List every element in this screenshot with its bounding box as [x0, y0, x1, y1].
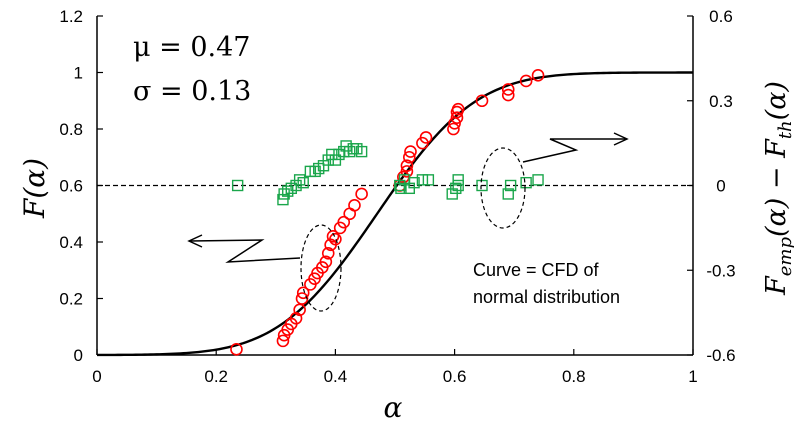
right-arrow-zigzag: [522, 138, 626, 163]
difference-point: [395, 182, 407, 195]
right-arrow-head: [613, 132, 629, 146]
empirical-point: [403, 150, 416, 164]
sigma-label: σ = 0.13: [133, 76, 251, 107]
empirical-point: [321, 247, 335, 260]
empirical-point: [501, 88, 515, 102]
empirical-point: [519, 74, 533, 88]
empirical-point: [230, 343, 243, 356]
x-tick-label: 0.8: [562, 367, 586, 386]
y-right-label-sub2: th: [775, 120, 794, 139]
difference-point: [408, 176, 420, 189]
y-right-tick-label: 0.3: [709, 92, 733, 111]
mu-label: μ = 0.47: [133, 32, 250, 63]
difference-point: [502, 188, 514, 200]
empirical-point: [296, 286, 310, 300]
difference-point: [355, 145, 368, 158]
empirical-point: [348, 198, 361, 212]
y-right-label-base: F: [761, 275, 792, 296]
difference-point: [476, 179, 488, 192]
y-right-tick-label: -0.3: [706, 261, 735, 280]
y-left-tick-label: 0: [74, 346, 83, 365]
y-left-tick-label: 1.2: [59, 7, 83, 26]
difference-point: [422, 174, 435, 186]
empirical-point: [419, 131, 433, 144]
empirical-point: [337, 215, 351, 229]
empirical-point: [447, 122, 460, 136]
annotation-line2: normal distribution: [473, 287, 620, 307]
x-tick-label: 0.6: [443, 367, 467, 386]
difference-point: [344, 145, 356, 158]
x-tick-label: 0.2: [204, 367, 228, 386]
points-layer: [230, 69, 545, 356]
y-left-axis-label: F(α): [18, 158, 51, 219]
right-callout-ellipse: [480, 147, 526, 229]
empirical-point: [276, 334, 290, 348]
empirical-point: [450, 111, 464, 124]
y-right-label-tail: (α): [761, 81, 792, 120]
x-tick-label: 0.4: [324, 367, 348, 386]
ticks-layer: 0 0.2 0.4 0.6 0.8 1 0 0.2 0.4 0.6 0.8 1 1.2 -0.6 -0.3 0…: [59, 7, 735, 386]
y-right-tick-label: 0.6: [709, 7, 733, 26]
difference-point: [520, 176, 532, 189]
y-left-tick-label: 0.2: [59, 290, 83, 309]
empirical-point: [501, 83, 515, 96]
difference-point: [532, 174, 544, 186]
empirical-point: [355, 187, 368, 201]
left-arrow-head: [187, 234, 203, 248]
x-tick-label: 1: [688, 367, 697, 386]
difference-point: [416, 174, 429, 186]
empirical-point: [475, 94, 489, 108]
curve-layer: [96, 71, 693, 357]
y-right-tick-label: -0.6: [706, 346, 735, 365]
x-axis-label: α: [384, 391, 403, 424]
difference-point: [231, 179, 244, 192]
y-left-tick-label: 0.6: [59, 177, 83, 196]
empirical-point: [319, 255, 333, 269]
y-left-tick-label: 0.8: [59, 120, 83, 139]
y-left-tick-label: 1: [74, 64, 83, 83]
empirical-point: [400, 159, 414, 173]
empirical-point: [329, 232, 342, 246]
empirical-point: [289, 311, 303, 325]
empirical-point: [326, 230, 340, 243]
empirical-point: [404, 145, 417, 158]
y-left-tick-label: 0.4: [59, 233, 83, 252]
y-right-axis-label: Femp(α) − Fth(α): [761, 81, 794, 296]
left-arrow-zigzag: [189, 239, 301, 263]
difference-point: [450, 182, 462, 195]
empirical-point: [400, 165, 414, 178]
x-tick-label: 0: [92, 367, 101, 386]
difference-point: [452, 174, 464, 186]
difference-point: [297, 176, 309, 189]
left-callout-ellipse: [300, 224, 342, 312]
normal-cdf-curve: [96, 71, 693, 357]
difference-point: [293, 174, 306, 186]
y-right-tick-label: 0: [716, 177, 725, 196]
empirical-point: [451, 102, 465, 116]
difference-point: [504, 179, 517, 192]
y-right-label-sub1: emp: [775, 237, 794, 277]
y-right-label-mid: (α) − F: [761, 138, 792, 237]
empirical-point: [531, 69, 545, 82]
annotation-line1: Curve = CFD of: [473, 260, 600, 280]
